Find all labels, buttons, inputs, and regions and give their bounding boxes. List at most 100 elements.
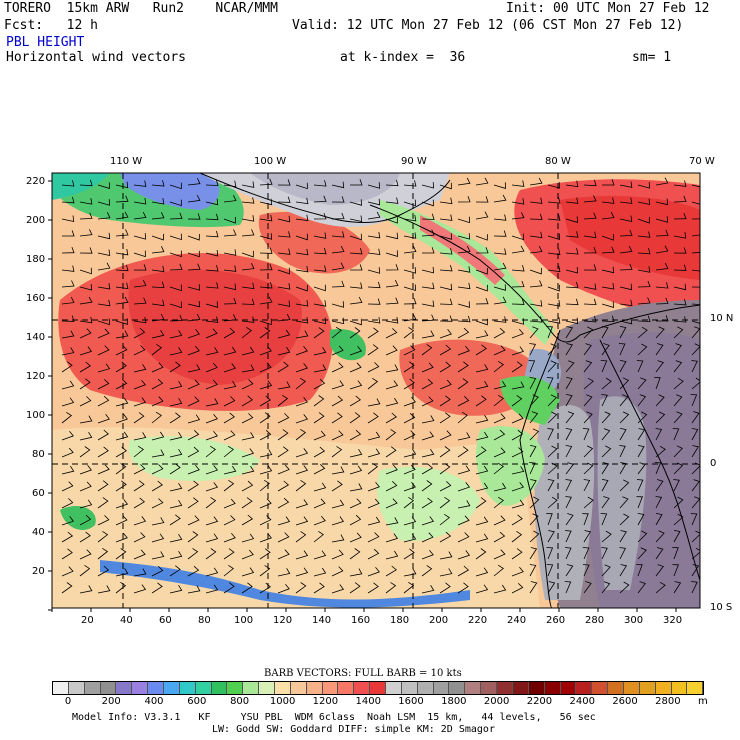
wind-barb (79, 179, 93, 187)
wind-barb (565, 266, 579, 274)
wind-barb (403, 214, 417, 222)
wind-barb (79, 346, 93, 356)
wind-barb (151, 180, 165, 187)
wind-barb (493, 462, 504, 475)
wind-barb (475, 330, 489, 339)
wind-barb (439, 329, 452, 339)
wind-barb (475, 548, 487, 560)
wind-barb (547, 479, 555, 492)
wind-barb (583, 462, 594, 475)
wind-barb (97, 414, 110, 424)
wind-barb (673, 360, 683, 373)
wind-barb (259, 565, 271, 577)
wind-barb (565, 530, 572, 543)
wind-barb (277, 549, 290, 560)
wind-barb (97, 379, 110, 390)
wind-barb (151, 464, 164, 475)
wind-barb (655, 411, 666, 424)
wind-barb (295, 499, 309, 509)
wind-barb (295, 465, 309, 475)
wind-barb (439, 264, 453, 272)
wind-barb (385, 481, 398, 492)
wind-barb (421, 330, 435, 339)
wind-barb (277, 446, 289, 458)
wind-barb (565, 377, 573, 390)
wind-barb (349, 498, 362, 509)
wind-barb (457, 378, 469, 390)
smoothing: sm= 1 (632, 50, 672, 65)
wind-barb (385, 533, 399, 543)
wind-barb (313, 412, 325, 424)
wind-barb (367, 481, 380, 492)
wind-barb (223, 380, 237, 390)
wind-barb (97, 199, 111, 206)
wind-barb (223, 396, 236, 407)
wind-barb (619, 581, 630, 594)
wind-barb (241, 514, 254, 526)
wind-barb (97, 429, 109, 441)
x-tick: 60 (159, 615, 172, 626)
x-tick: 140 (312, 615, 332, 626)
wind-barb (295, 567, 309, 577)
colorbar-swatch (84, 682, 101, 694)
wind-barb (205, 548, 217, 560)
wind-barb (223, 297, 237, 305)
wind-barb (277, 267, 290, 275)
wind-barb (133, 445, 144, 458)
wind-barb (115, 568, 129, 577)
colorbar-swatch (623, 682, 640, 694)
wind-barb (421, 282, 435, 290)
wind-barb (331, 245, 345, 254)
wind-barb (511, 530, 523, 543)
wind-barb (637, 280, 651, 288)
wind-barb (97, 446, 109, 458)
wind-barb (331, 326, 342, 339)
colorbar-swatch (116, 682, 133, 694)
wind-barb (403, 232, 417, 239)
wind-barb (133, 363, 147, 373)
wind-barb (691, 286, 700, 288)
wind-barb (565, 197, 579, 204)
wind-barb (529, 343, 537, 356)
wind-barb (673, 316, 687, 323)
wind-barb (493, 515, 506, 526)
wind-barb (511, 265, 525, 272)
wind-barb (223, 327, 236, 339)
wind-barb (493, 316, 507, 323)
wind-barb (97, 531, 109, 543)
wind-barb (350, 264, 363, 271)
wind-barb (115, 229, 129, 237)
wind-barb (601, 246, 615, 254)
wind-barb (457, 500, 471, 509)
wind-barb (673, 394, 683, 407)
wind-barb (385, 279, 399, 288)
wind-barb (439, 531, 452, 543)
y-tick: 60 (32, 488, 45, 499)
wind-barb (331, 446, 343, 458)
wind-barb (187, 213, 201, 220)
wind-barb (547, 343, 557, 356)
wind-barb (546, 564, 554, 577)
wind-barb (475, 344, 487, 356)
wind-barb (115, 248, 129, 256)
wind-barb (511, 429, 524, 441)
wind-barb (295, 550, 309, 560)
wind-barb (385, 232, 399, 240)
wind-barb (187, 178, 201, 186)
wind-barb (385, 397, 399, 407)
wind-barb (133, 280, 147, 288)
wind-barb (583, 212, 597, 220)
wind-barb (457, 582, 469, 594)
wind-barb (475, 497, 487, 509)
wind-barb (619, 479, 630, 492)
wind-barb (223, 445, 234, 458)
wind-barb (565, 411, 575, 424)
wind-barb (313, 346, 327, 356)
wind-barb (133, 480, 145, 492)
wind-barb (565, 394, 573, 407)
wind-barb (151, 551, 165, 560)
colorbar-swatch (687, 682, 704, 694)
wind-barb (115, 296, 129, 305)
wind-barb (421, 565, 433, 577)
x-tick: 20 (81, 615, 94, 626)
